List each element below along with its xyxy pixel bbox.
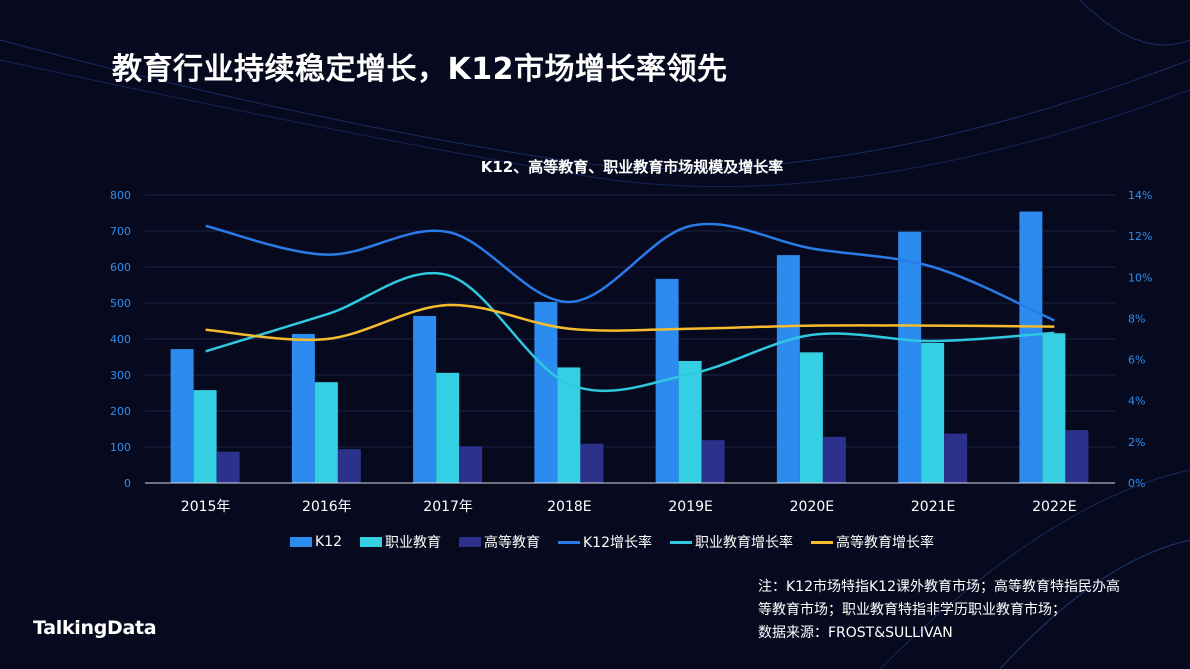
bar-K12 bbox=[170, 349, 194, 483]
y-left-tick-label: 200 bbox=[110, 405, 131, 418]
bar-K12 bbox=[291, 333, 315, 483]
y-right-tick-label: 0% bbox=[1128, 477, 1145, 490]
y-left-tick-label: 600 bbox=[110, 261, 131, 274]
y-right-tick-label: 4% bbox=[1128, 395, 1145, 408]
bar-K12 bbox=[898, 231, 922, 483]
x-tick-label: 2022E bbox=[1032, 499, 1076, 515]
y-left-tick-label: 500 bbox=[110, 297, 131, 310]
line-高等教育增长率 bbox=[205, 303, 1055, 342]
legend-label: 职业教育 bbox=[385, 535, 441, 551]
source-line: 数据来源：FROST&SULLIVAN bbox=[758, 625, 953, 641]
bar-职业教育 bbox=[193, 390, 217, 483]
bar-K12 bbox=[413, 315, 437, 483]
y-left-tick-label: 700 bbox=[110, 225, 131, 238]
line-职业教育增长率 bbox=[205, 271, 1055, 392]
x-tick-label: 2018E bbox=[547, 499, 591, 515]
bar-高等教育 bbox=[701, 440, 725, 483]
legend-swatch bbox=[459, 537, 481, 547]
y-right-tick-label: 10% bbox=[1128, 271, 1152, 284]
x-tick-label: 2017年 bbox=[423, 499, 473, 515]
x-tick-label: 2015年 bbox=[181, 499, 231, 515]
legend-item-k12-growth[interactable]: K12增长率 bbox=[558, 532, 652, 552]
note-line: 注：K12市场特指K12课外教育市场；高等教育特指民办高 bbox=[758, 579, 1120, 595]
legend-label: K12增长率 bbox=[583, 535, 652, 551]
legend-swatch bbox=[290, 537, 312, 547]
y-left-tick-label: 100 bbox=[110, 441, 131, 454]
bar-高等教育 bbox=[1065, 430, 1089, 483]
footnote: 注：K12市场特指K12课外教育市场；高等教育特指民办高 等教育市场；职业教育特… bbox=[758, 576, 1158, 645]
bar-高等教育 bbox=[459, 446, 483, 483]
legend-label: 职业教育增长率 bbox=[695, 535, 793, 551]
x-tick-label: 2019E bbox=[668, 499, 712, 515]
legend-item-vocational[interactable]: 职业教育 bbox=[360, 532, 441, 552]
y-left-tick-label: 0 bbox=[124, 477, 131, 490]
y-left-tick-label: 400 bbox=[110, 333, 131, 346]
bar-职业教育 bbox=[557, 367, 581, 483]
legend-item-higher[interactable]: 高等教育 bbox=[459, 532, 540, 552]
bar-高等教育 bbox=[944, 433, 968, 483]
legend-item-vocational-growth[interactable]: 职业教育增长率 bbox=[670, 532, 793, 552]
bar-高等教育 bbox=[216, 451, 240, 483]
legend-swatch bbox=[360, 537, 382, 547]
y-right-tick-label: 8% bbox=[1128, 312, 1145, 325]
legend-item-higher-growth[interactable]: 高等教育增长率 bbox=[811, 532, 934, 552]
y-left-tick-label: 800 bbox=[110, 189, 131, 202]
legend-label: K12 bbox=[315, 534, 342, 550]
bar-职业教育 bbox=[799, 352, 823, 483]
x-tick-label: 2021E bbox=[911, 499, 955, 515]
bar-职业教育 bbox=[314, 382, 338, 483]
bar-K12 bbox=[776, 255, 800, 483]
bar-职业教育 bbox=[436, 372, 460, 483]
y-right-tick-label: 12% bbox=[1128, 230, 1152, 243]
legend-label: 高等教育 bbox=[484, 535, 540, 551]
bar-K12 bbox=[534, 301, 558, 483]
y-right-tick-label: 6% bbox=[1128, 354, 1145, 367]
bar-高等教育 bbox=[580, 443, 604, 483]
note-line: 等教育市场；职业教育特指非学历职业教育市场； bbox=[758, 602, 1066, 618]
bar-职业教育 bbox=[678, 360, 702, 483]
bar-职业教育 bbox=[1042, 333, 1066, 483]
bar-职业教育 bbox=[921, 342, 945, 483]
x-tick-label: 2020E bbox=[790, 499, 834, 515]
y-left-tick-label: 300 bbox=[110, 369, 131, 382]
bar-高等教育 bbox=[822, 436, 846, 483]
y-right-tick-label: 14% bbox=[1128, 189, 1152, 202]
legend-label: 高等教育增长率 bbox=[836, 535, 934, 551]
talkingdata-logo: TalkingData bbox=[33, 617, 157, 639]
legend-line bbox=[811, 540, 833, 544]
legend-item-k12[interactable]: K12 bbox=[290, 534, 342, 550]
chart-title: K12、高等教育、职业教育市场规模及增长率 bbox=[480, 158, 784, 176]
legend-line bbox=[558, 540, 580, 544]
bar-K12 bbox=[1019, 211, 1043, 483]
x-tick-label: 2016年 bbox=[302, 499, 352, 515]
chart-legend: K12 职业教育 高等教育 K12增长率 职业教育增长率 高等教育增长率 bbox=[290, 532, 934, 552]
page-title: 教育行业持续稳定增长，K12市场增长率领先 bbox=[112, 52, 728, 87]
legend-line bbox=[670, 540, 692, 544]
bar-高等教育 bbox=[337, 449, 361, 483]
y-right-tick-label: 2% bbox=[1128, 436, 1145, 449]
line-K12增长率 bbox=[205, 222, 1055, 322]
